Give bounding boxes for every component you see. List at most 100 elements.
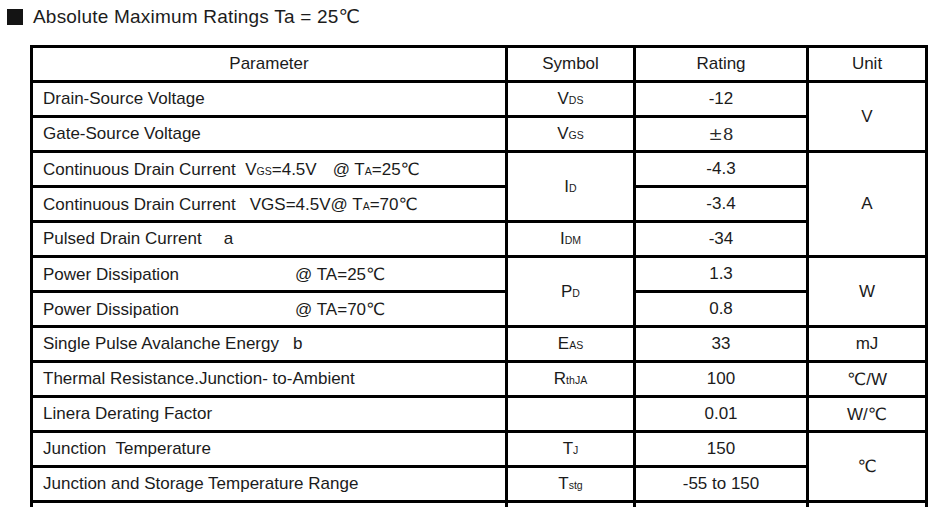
unit-cell: V <box>808 82 927 152</box>
text-segment: mJ <box>856 334 879 353</box>
text-segment: @ TA=70℃ <box>295 300 385 319</box>
text-segment: Pulsed Drain Current <box>43 229 202 248</box>
rating-cell: -34 <box>635 222 808 257</box>
table-row: Gate-Source Voltage VGS±8 <box>32 117 927 152</box>
subscript-text: GS <box>257 165 272 177</box>
table-row: Single Pulse Avalanche Energy b EAS 33 mJ <box>32 327 927 362</box>
subscript-text: thJA <box>566 374 587 386</box>
subscript-text: D <box>572 287 580 299</box>
text-segment: 1.3 <box>709 264 733 283</box>
table-row: Pulsed Drain CurrentaIDM -34 <box>32 222 927 257</box>
symbol-cell: VDS <box>507 82 635 117</box>
header-rating: Rating <box>635 47 808 82</box>
text-segment: W/℃ <box>847 405 887 424</box>
parameter-cell: Linera Derating Factor <box>32 397 507 432</box>
text-segment: VGS=4.5V@ T <box>250 195 363 214</box>
text-segment: Linera Derating Factor <box>43 404 212 423</box>
table-row: Continuous Drain CurrentVGS=4.5V@ TA=70℃… <box>32 187 927 222</box>
subscript-text: GS <box>569 129 584 141</box>
text-segment: Power Dissipation <box>43 300 179 319</box>
parameter-cell: Pulsed Drain Currenta <box>32 222 507 257</box>
ratings-table-body: Drain-Source VoltageVDS-12VGate-Source V… <box>32 82 927 507</box>
text-segment: Continuous Drain Current <box>43 195 236 214</box>
clipped-cell <box>635 502 808 507</box>
text-segment: V <box>861 107 872 126</box>
rating-cell: -55 to 150 <box>635 467 808 502</box>
unit-cell: W/℃ <box>808 397 927 432</box>
subscript-text: D <box>569 182 577 194</box>
text-segment: ℃/W <box>847 370 887 389</box>
text-segment: 100 <box>707 369 735 388</box>
text-segment: @ TA=25℃ <box>295 265 385 284</box>
unit-cell: ℃ <box>808 432 927 502</box>
text-segment: -4.3 <box>706 159 735 178</box>
unit-cell: A <box>808 152 927 257</box>
rating-cell: 100 <box>635 362 808 397</box>
text-segment: 33 <box>712 334 731 353</box>
unit-cell: ℃/W <box>808 362 927 397</box>
text-segment: Single Pulse Avalanche Energy <box>43 334 279 353</box>
abs-max-ratings-table: Parameter Symbol Rating Unit Drain-Sourc… <box>30 45 928 507</box>
rating-cell: -4.3 <box>635 152 808 187</box>
section-marker-icon <box>7 9 23 25</box>
text-segment: A <box>861 194 872 213</box>
rating-cell: 0.01 <box>635 397 808 432</box>
table-row: Power Dissipation @ TA=70℃ 0.8 <box>32 292 927 327</box>
table-row: Linera Derating Factor 0.01 W/℃ <box>32 397 927 432</box>
symbol-cell: IDM <box>507 222 635 257</box>
symbol-cell: TJ <box>507 432 635 467</box>
text-segment: W <box>859 282 875 301</box>
subscript-text: DS <box>569 94 584 106</box>
text-segment: E <box>558 334 569 353</box>
rating-cell: 1.3 <box>635 257 808 292</box>
subscript-text: stg <box>569 479 583 491</box>
text-segment: T <box>563 439 573 458</box>
text-segment: 0.8 <box>709 299 733 318</box>
text-segment: -55 to 150 <box>683 474 760 493</box>
text-segment: P <box>561 282 572 301</box>
text-segment: b <box>293 334 302 353</box>
table-row: Junction TemperatureTJ150℃ <box>32 432 927 467</box>
parameter-cell: Drain-Source Voltage <box>32 82 507 117</box>
text-segment: Thermal Resistance.Junction- to-Ambient <box>43 369 355 388</box>
clipped-cell <box>808 502 927 507</box>
rating-cell: ±8 <box>635 117 808 152</box>
symbol-cell: PD <box>507 257 635 327</box>
text-segment: =70℃ <box>370 195 418 214</box>
subscript-text: AS <box>569 339 583 351</box>
rating-cell: -12 <box>635 82 808 117</box>
text-segment: =25℃ <box>372 160 420 179</box>
clipped-next-row <box>32 502 927 507</box>
parameter-cell: Junction Temperature <box>32 432 507 467</box>
text-segment: -34 <box>709 229 734 248</box>
text-segment: 150 <box>707 439 735 458</box>
rating-cell: -3.4 <box>635 187 808 222</box>
text-segment: 0.01 <box>704 404 737 423</box>
subscript-text: DM <box>565 234 581 246</box>
text-segment: @ T <box>333 160 365 179</box>
section-title: Absolute Maximum Ratings Ta = 25℃ <box>7 5 360 28</box>
unit-cell: W <box>808 257 927 327</box>
parameter-cell: Single Pulse Avalanche Energy b <box>32 327 507 362</box>
parameter-cell: Junction and Storage Temperature Range <box>32 467 507 502</box>
text-segment: V <box>558 89 569 108</box>
text-segment: Junction and Storage Temperature Range <box>43 474 358 493</box>
text-segment: Gate-Source Voltage <box>43 124 201 143</box>
parameter-cell: Power Dissipation@ TA=25℃ <box>32 257 507 292</box>
rating-cell: 0.8 <box>635 292 808 327</box>
section-title-text: Absolute Maximum Ratings Ta = 25℃ <box>33 5 360 28</box>
subscript-text: A <box>363 200 370 212</box>
header-parameter: Parameter <box>32 47 507 82</box>
header-unit: Unit <box>808 47 927 82</box>
symbol-cell: VGS <box>507 117 635 152</box>
text-segment: -12 <box>709 89 734 108</box>
text-segment: Junction Temperature <box>43 439 211 458</box>
symbol-cell: Tstg <box>507 467 635 502</box>
table-row: Junction and Storage Temperature Range Ts… <box>32 467 927 502</box>
symbol-cell: ID <box>507 152 635 222</box>
symbol-cell: RthJA <box>507 362 635 397</box>
table-row: Power Dissipation@ TA=25℃PD1.3W <box>32 257 927 292</box>
parameter-cell: Power Dissipation @ TA=70℃ <box>32 292 507 327</box>
text-segment: T <box>558 474 568 493</box>
table-row: Thermal Resistance.Junction- to-Ambient R… <box>32 362 927 397</box>
